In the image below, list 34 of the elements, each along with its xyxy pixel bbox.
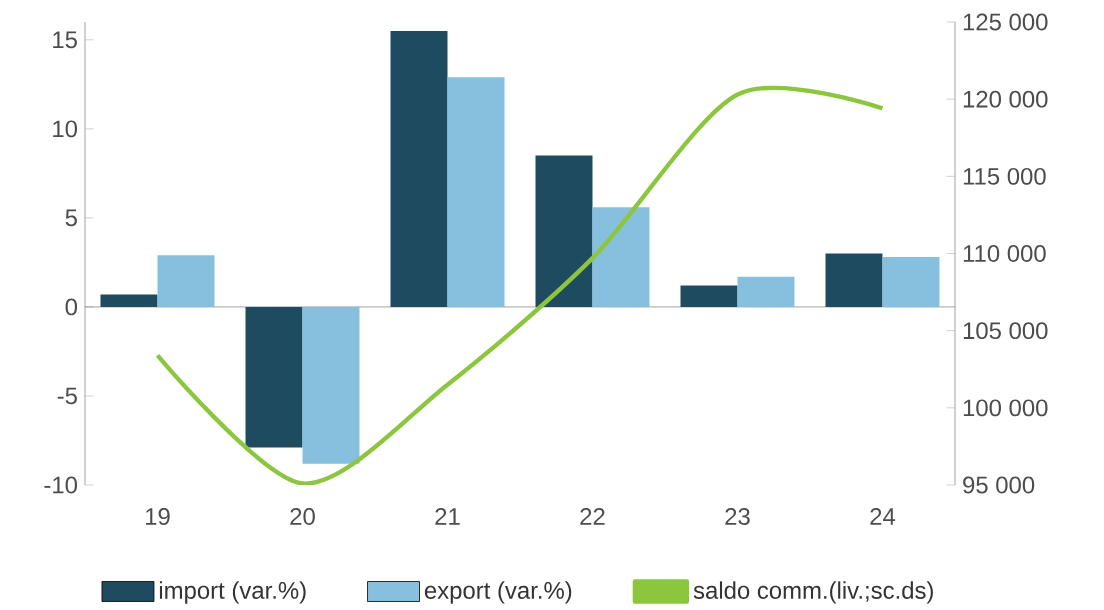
bar — [737, 276, 795, 307]
bar — [882, 257, 940, 307]
bar — [680, 285, 738, 307]
bar — [157, 255, 215, 307]
x-tick-label: 23 — [725, 508, 750, 525]
bar — [592, 207, 650, 307]
legend-label: export (var.%) — [424, 581, 572, 604]
bar — [447, 77, 505, 307]
x-tick-label: 20 — [290, 508, 315, 525]
y-tick-label: -10 — [44, 476, 78, 494]
y2-tick-label: 115 000 — [963, 167, 1046, 185]
y-tick-label: 10 — [53, 120, 78, 138]
y2-tick-label: 120 000 — [963, 90, 1048, 108]
bar — [302, 306, 360, 464]
x-tick-label: 19 — [146, 508, 170, 525]
bar — [100, 294, 158, 307]
bar — [390, 30, 448, 307]
y2-tick-label: 110 000 — [963, 245, 1046, 262]
y2-tick-label: 105 000 — [963, 322, 1048, 340]
bar — [535, 155, 593, 307]
y2-tick-label: 125 000 — [963, 13, 1048, 31]
y-tick-label: 0 — [65, 298, 78, 316]
y-tick-label: 5 — [65, 209, 77, 227]
bar — [245, 306, 303, 448]
bar — [825, 253, 883, 307]
legend-label: saldo comm.(liv.;sc.ds) — [693, 581, 933, 604]
y2-tick-label: 100 000 — [963, 399, 1048, 417]
y-tick-label: -5 — [57, 387, 77, 405]
y2-tick-label: 95 000 — [963, 476, 1035, 494]
legend-label: import (var.%) — [159, 581, 306, 604]
x-tick-label: 21 — [435, 508, 460, 525]
x-tick-label: 22 — [580, 508, 605, 525]
x-tick-label: 24 — [870, 508, 896, 525]
y-tick-label: 15 — [53, 31, 77, 49]
